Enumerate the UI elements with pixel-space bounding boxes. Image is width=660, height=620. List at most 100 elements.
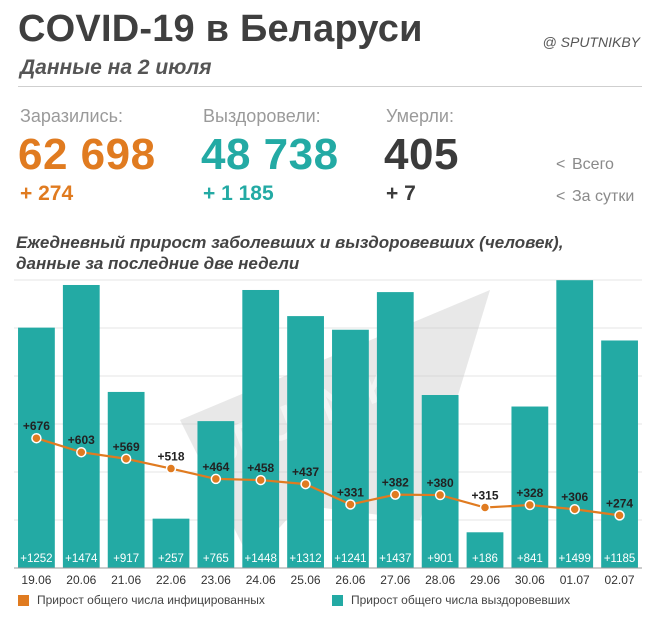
x-tick-label: 24.06 [246,573,276,587]
x-tick-label: 28.06 [425,573,455,587]
bar-value-label: +186 [472,553,498,565]
x-tick-label: 25.06 [291,573,321,587]
line-point [165,463,177,474]
line-point [479,502,491,513]
line-point [210,473,222,485]
bar-value-label: +257 [158,553,184,565]
legend-daily-label: За сутки [572,188,635,205]
recovered-total: 48 738 [201,130,339,179]
x-tick-label: 23.06 [201,573,231,587]
x-tick-label: 26.06 [335,573,365,587]
bar-value-label: +917 [113,553,139,565]
line-point [120,453,132,465]
line-point [569,503,580,515]
x-tick-label: 22.06 [156,573,186,587]
bar [421,395,459,568]
bar [62,284,100,568]
legend-swatch-recovered [332,595,343,606]
deaths-daily: + 7 [386,182,416,205]
line-value-label: +274 [606,496,633,510]
x-tick-label: 30.06 [515,573,545,587]
infected-daily: + 274 [20,182,74,205]
line-point [255,474,266,486]
x-tick-label: 19.06 [21,573,51,587]
legend-daily: < За сутки [556,188,634,206]
bar-value-label: +1241 [334,553,366,565]
bar [18,327,55,568]
x-tick-label: 29.06 [470,573,500,587]
bar-value-label: +1312 [289,553,321,565]
bar [197,421,235,568]
line-path [36,437,620,517]
line-point [390,489,401,500]
bar [466,532,504,568]
line-point [614,510,625,521]
line-value-label: +458 [247,461,274,475]
legend-label-infected: Прирост общего числа инфицированных [37,593,265,607]
bar [376,292,414,568]
deaths-label: Умерли: [386,106,454,126]
chevron-left-icon: < [556,188,566,205]
line-point [76,446,87,458]
recovered-daily: + 1 185 [203,182,274,205]
bar [242,289,280,568]
x-tick-label: 01.07 [560,573,590,587]
legend-swatch-infected [18,595,29,606]
chart-legend: Прирост общего числа инфицированных Приро… [18,593,570,607]
line-value-label: +382 [382,476,409,490]
bar [107,391,145,568]
page-title: COVID-19 в Беларуси [18,8,423,50]
line-value-label: +569 [113,440,140,454]
deaths-total: 405 [384,130,459,179]
bar-value-label: +1474 [65,553,98,565]
bar [511,406,549,568]
bar [287,316,324,568]
chart: SPUTNIK +1252+1474+917+257+765+1448+1312… [14,279,642,607]
chart-title: Ежедневный прирост заболевших и выздоров… [16,233,564,273]
line-point [345,499,356,510]
line-value-label: +518 [157,450,184,464]
line-value-label: +676 [23,419,50,433]
chevron-left-icon: < [556,156,566,173]
line-value-label: +331 [337,485,364,499]
bar [601,340,638,568]
line-value-label: +306 [561,490,588,504]
line-value-label: +437 [292,465,319,479]
legend-total: < Всего [556,156,614,174]
legend-label-recovered: Прирост общего числа выздоровевших [351,593,570,607]
recovered-label: Выздоровели: [203,106,321,126]
x-tick-label: 27.06 [380,573,410,587]
bar-value-label: +1499 [559,553,591,565]
line-value-label: +464 [202,460,229,474]
bar-value-label: +1437 [379,553,411,565]
bar-value-label: +1185 [604,553,635,565]
line-value-label: +603 [68,433,95,447]
bar [152,518,190,568]
brand-label: @ SPUTNIKBY [542,34,640,50]
line-value-label: +328 [516,486,543,500]
x-tick-label: 21.06 [111,573,141,587]
line-value-label: +315 [471,489,498,503]
line-point [300,478,311,490]
line-point [434,489,446,501]
x-tick-label: 20.06 [66,573,96,587]
page-subtitle: Данные на 2 июля [20,56,212,79]
bar [556,280,594,568]
infected-total: 62 698 [18,130,156,179]
infected-label: Заразились: [20,106,123,126]
line-value-label: +380 [427,476,454,490]
line-point [524,499,536,511]
bar-value-label: +841 [517,553,543,565]
header-divider [18,86,642,87]
line-series: +676 +603 +569 +518 +464 +458 +437 +331 +382 +380… [23,419,633,521]
x-axis-ticks: 19.06 20.06 21.06 22.06 23.06 24.06 25.06 26.06… [14,567,642,587]
x-tick-label: 02.07 [605,573,635,587]
bar-value-label: +901 [427,553,453,565]
bar-value-label: +1252 [20,553,52,565]
legend-total-label: Всего [572,156,614,173]
bar-value-label: +1448 [245,553,277,565]
line-point [31,432,42,444]
bar-series: +1252 +1474 +917 +257 +765 +1448 +1312 +1241 +14… [18,280,638,568]
bar [332,329,369,568]
bar-value-label: +765 [203,553,229,565]
